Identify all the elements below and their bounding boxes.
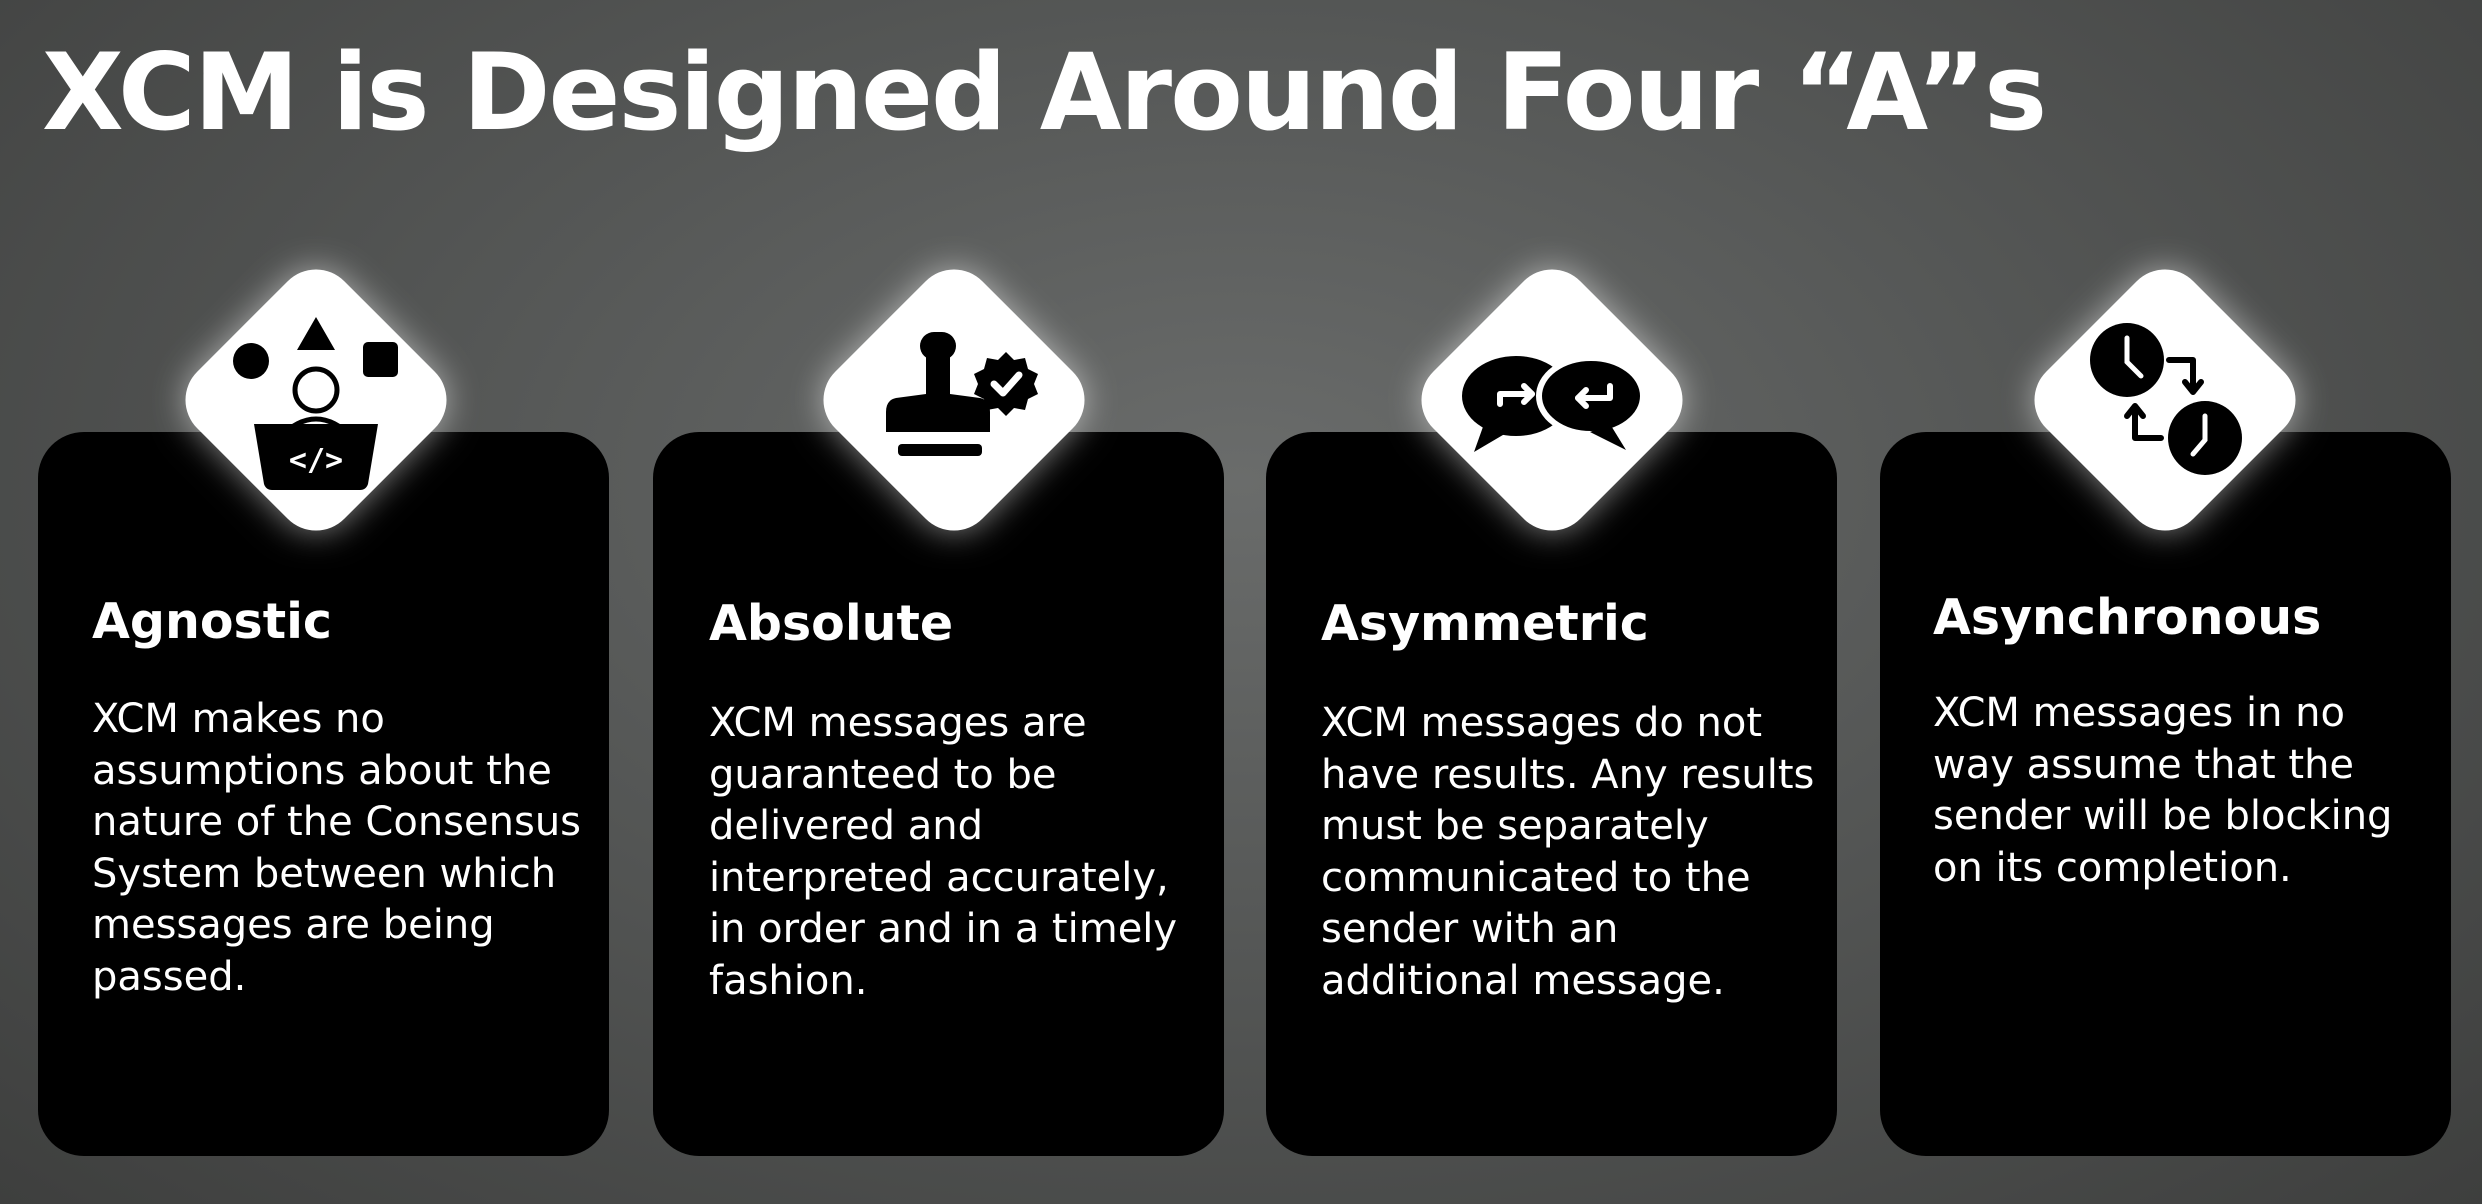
card-heading: Asymmetric	[1321, 595, 1649, 652]
card-asynchronous: Asynchronous XCM messages in no way assu…	[1880, 432, 2451, 1156]
asymmetric-diamond-badge	[1404, 252, 1700, 548]
card-absolute: Absolute XCM messages are guaranteed to …	[653, 432, 1224, 1156]
card-heading: Absolute	[709, 595, 954, 652]
absolute-diamond-badge	[806, 252, 1102, 548]
card-heading: Asynchronous	[1933, 589, 2322, 646]
card-body: XCM messages do not have results. Any re…	[1321, 700, 1815, 1004]
card-heading: Agnostic	[92, 593, 332, 650]
agnostic-diamond-badge: </>	[168, 252, 464, 548]
speech-bubbles-exchange-icon	[1462, 355, 1646, 452]
card-body: XCM messages are guaranteed to be delive…	[709, 700, 1178, 1004]
slide-title: XCM is Designed Around Four “A”s	[42, 31, 2047, 154]
card-asymmetric: Asymmetric XCM messages do not have resu…	[1266, 432, 1837, 1156]
svg-text:</>: </>	[289, 443, 343, 478]
clocks-exchange-icon	[2090, 323, 2242, 475]
card-agnostic: Agnostic XCM makes no assumptions about …	[38, 432, 609, 1156]
developer-shapes-icon: </>	[233, 317, 398, 490]
card-body: XCM makes no assumptions about the natur…	[92, 696, 582, 1000]
asynchronous-diamond-badge	[2017, 252, 2313, 548]
stamp-verified-icon	[886, 332, 1038, 456]
card-body: XCM messages in no way assume that the s…	[1933, 690, 2393, 891]
